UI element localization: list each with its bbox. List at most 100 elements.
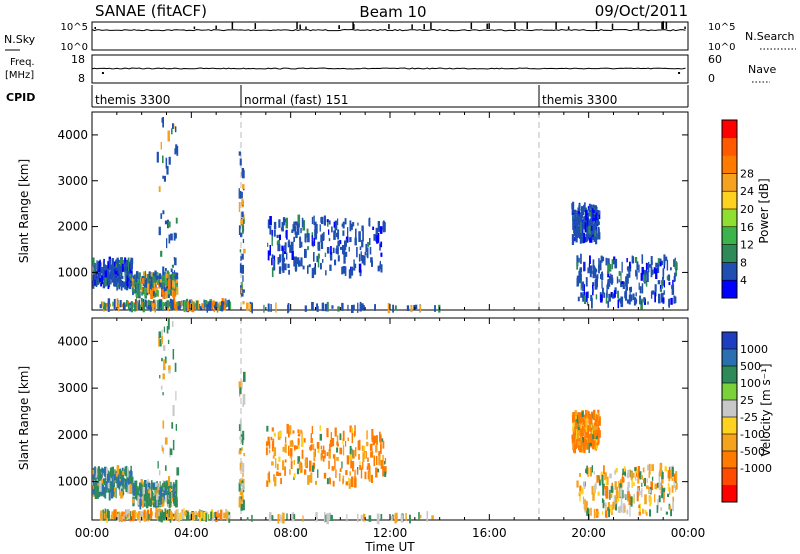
data-cell bbox=[173, 300, 176, 309]
data-cell bbox=[649, 496, 652, 507]
data-cell bbox=[351, 305, 354, 313]
nave-tick-top: 60 bbox=[708, 53, 722, 66]
data-cell bbox=[582, 237, 584, 244]
data-cell bbox=[661, 487, 664, 499]
data-cell bbox=[595, 270, 597, 278]
data-cell bbox=[148, 301, 151, 305]
data-cell bbox=[144, 496, 147, 502]
data-cell bbox=[242, 301, 245, 305]
data-cell bbox=[595, 426, 599, 430]
data-cell bbox=[638, 503, 641, 514]
data-cell bbox=[171, 128, 173, 135]
data-cell bbox=[350, 266, 352, 271]
data-cell bbox=[156, 151, 159, 163]
data-cell bbox=[675, 268, 677, 277]
data-cell bbox=[97, 273, 100, 279]
data-cell bbox=[338, 473, 341, 482]
nsky-tick-bottom: 10^0 bbox=[61, 42, 88, 53]
data-cell bbox=[166, 513, 168, 521]
data-cell bbox=[154, 293, 157, 298]
data-cell bbox=[578, 279, 582, 284]
data-cell bbox=[322, 259, 324, 263]
data-cell bbox=[185, 300, 188, 309]
data-cell bbox=[589, 212, 592, 217]
data-cell bbox=[174, 362, 177, 372]
data-cell bbox=[405, 513, 407, 521]
data-cell bbox=[329, 478, 331, 485]
data-cell bbox=[279, 254, 281, 263]
data-cell bbox=[603, 488, 606, 496]
data-cell bbox=[161, 510, 164, 520]
data-cell bbox=[131, 511, 135, 521]
data-cell bbox=[284, 459, 287, 463]
data-cell bbox=[601, 273, 604, 281]
data-cell bbox=[111, 511, 114, 516]
data-cell bbox=[311, 465, 315, 472]
data-cell bbox=[111, 258, 114, 268]
data-cell bbox=[175, 511, 177, 521]
data-cell bbox=[108, 302, 110, 312]
data-cell bbox=[618, 271, 621, 276]
data-cell bbox=[589, 265, 593, 271]
data-cell bbox=[176, 509, 179, 520]
freq-tick-top: 18 bbox=[71, 53, 85, 66]
data-cell bbox=[165, 157, 168, 169]
data-cell bbox=[329, 443, 331, 452]
cpid-segment-label: themis 3300 bbox=[95, 93, 170, 107]
data-cell bbox=[165, 480, 168, 490]
data-cell bbox=[304, 469, 307, 475]
data-cell bbox=[585, 416, 588, 425]
data-cell bbox=[282, 460, 285, 471]
data-cell bbox=[169, 492, 172, 499]
data-cell bbox=[312, 241, 314, 248]
data-cell bbox=[576, 429, 578, 440]
data-cell bbox=[357, 222, 359, 226]
data-cell bbox=[328, 238, 331, 242]
data-cell bbox=[165, 465, 167, 471]
data-cell bbox=[155, 507, 158, 519]
data-cell bbox=[168, 370, 171, 374]
data-cell bbox=[302, 265, 305, 270]
data-cell bbox=[150, 502, 153, 506]
data-cell bbox=[132, 288, 134, 296]
data-cell bbox=[292, 224, 295, 232]
data-cell bbox=[301, 449, 304, 459]
data-cell bbox=[313, 252, 315, 262]
data-cell bbox=[606, 476, 609, 485]
data-cell bbox=[240, 287, 244, 296]
data-cell bbox=[122, 491, 125, 495]
data-cell bbox=[658, 293, 661, 304]
data-cell bbox=[141, 484, 143, 495]
data-cell bbox=[187, 511, 190, 521]
data-cell bbox=[593, 204, 595, 211]
colorbar-tick-label: -100 bbox=[740, 428, 765, 441]
data-cell bbox=[241, 264, 244, 274]
data-cell bbox=[410, 305, 413, 313]
data-cell bbox=[158, 511, 160, 517]
data-cell bbox=[172, 290, 176, 301]
data-cell bbox=[597, 227, 600, 236]
data-cell bbox=[291, 229, 294, 233]
data-cell bbox=[101, 485, 104, 495]
data-cell bbox=[94, 262, 96, 272]
data-cell bbox=[607, 282, 610, 289]
data-cell bbox=[289, 244, 292, 253]
data-cell bbox=[641, 283, 644, 294]
data-cell bbox=[605, 292, 608, 304]
data-cell bbox=[150, 289, 152, 295]
data-cell bbox=[671, 284, 675, 295]
data-cell bbox=[639, 295, 641, 305]
data-cell bbox=[339, 468, 342, 472]
data-cell bbox=[611, 259, 614, 270]
data-cell bbox=[594, 230, 597, 238]
data-cell bbox=[585, 209, 588, 221]
data-cell bbox=[171, 321, 174, 327]
data-cell bbox=[324, 252, 327, 258]
data-cell bbox=[171, 289, 174, 298]
data-cell bbox=[373, 234, 377, 241]
data-cell bbox=[357, 440, 360, 451]
data-cell bbox=[342, 230, 345, 236]
data-cell bbox=[274, 476, 277, 487]
data-cell bbox=[278, 472, 282, 476]
